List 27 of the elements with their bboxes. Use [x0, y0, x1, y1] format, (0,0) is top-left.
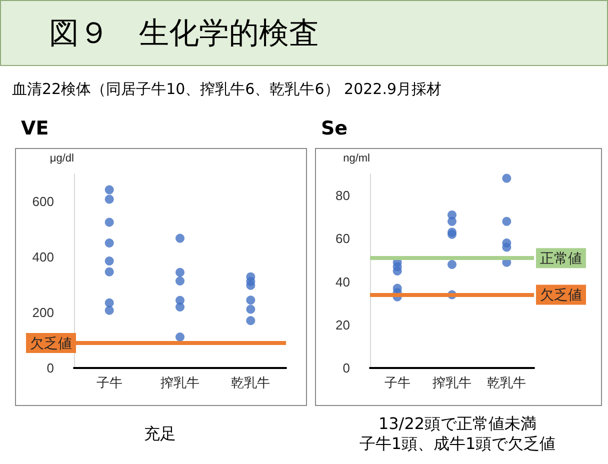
x-tick-label: 子牛: [384, 375, 410, 390]
chart-title: Se: [321, 118, 348, 140]
text: 充足: [143, 424, 177, 444]
x-tick-label: 搾乳牛: [160, 375, 200, 390]
ref-line-label: 欠乏値: [30, 335, 72, 352]
ref-line-label: 欠乏値: [540, 286, 582, 303]
y-tick-label: 40: [336, 274, 350, 290]
y-tick-label: 200: [32, 305, 54, 320]
x-tick-label: 乾乳牛: [487, 375, 526, 390]
y-tick-label: 600: [32, 194, 54, 210]
y-tick-label: 20: [336, 317, 350, 332]
x-tick-label: 搾乳牛: [432, 375, 472, 390]
text: 血清22検体（同居子牛10、搾乳牛6、乾乳牛6） 2022.9月採材: [12, 80, 442, 99]
y-tick-label: 400: [32, 250, 54, 265]
ref-line-label: 正常値: [540, 250, 582, 266]
y-tick-label: 80: [336, 188, 350, 204]
y-tick-label: 60: [336, 231, 350, 246]
text: 子牛1頭、成牛1頭で欠乏値: [358, 434, 557, 454]
y-tick-label: 0: [342, 360, 350, 376]
x-tick-label: 乾乳牛: [231, 375, 270, 390]
caption: 図９ 生化学的検査: [0, 0, 608, 66]
y-axis-title: μg/dl: [50, 152, 74, 164]
chart-title: VE: [21, 118, 49, 140]
y-axis-title: ng/ml: [343, 152, 370, 164]
y-tick-label: 0: [46, 360, 54, 376]
x-tick-label: 子牛: [96, 375, 122, 390]
text: 13/22頭で正常値未満: [377, 414, 538, 434]
